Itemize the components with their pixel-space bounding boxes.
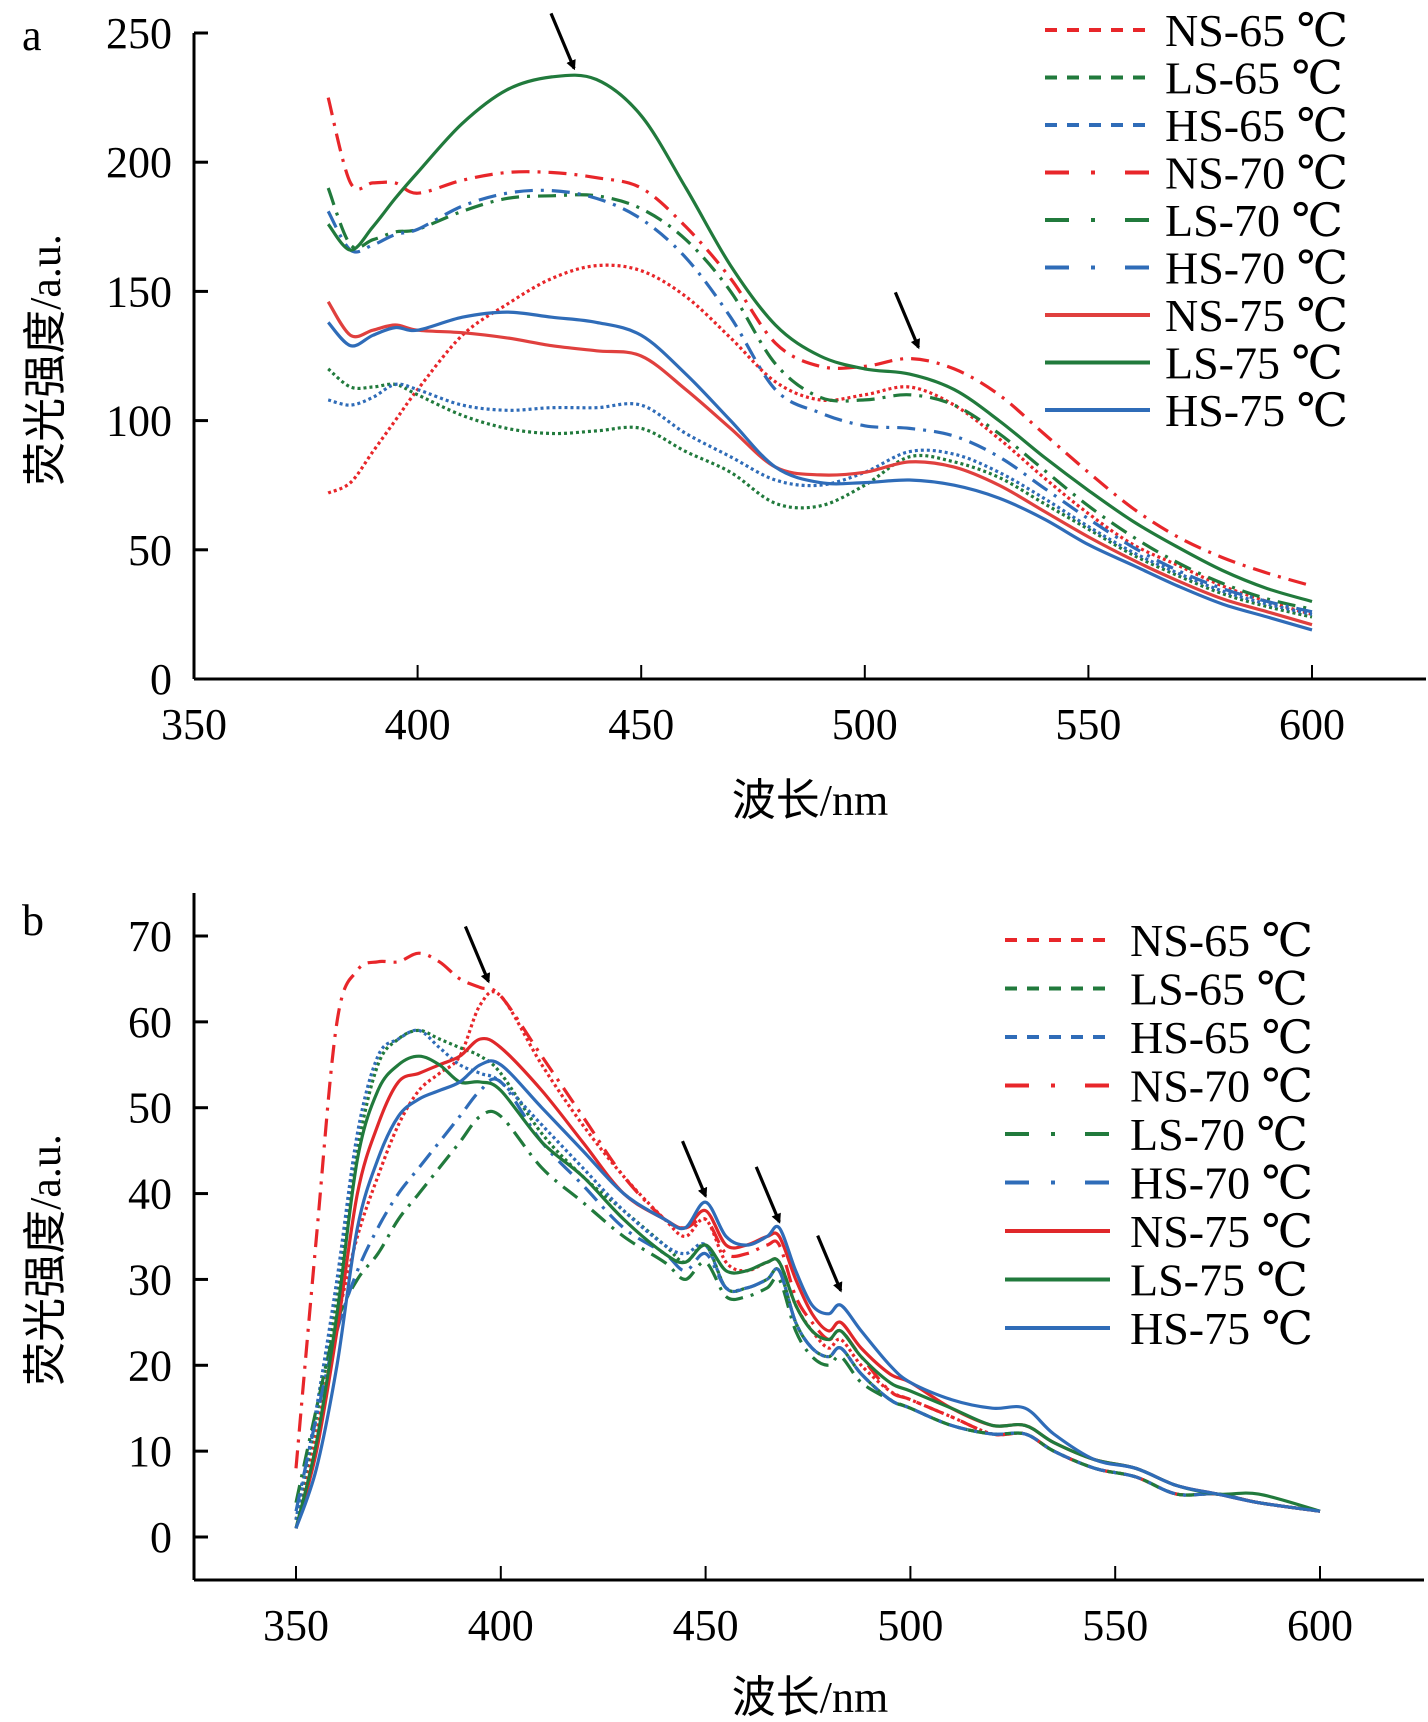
y-tick-label: 150 bbox=[106, 267, 172, 316]
legend-label: LS-70 ℃ bbox=[1165, 195, 1343, 246]
arrow-annotation bbox=[681, 1140, 708, 1199]
series-line-hs-70 bbox=[326, 188, 1313, 614]
legend-label: NS-70 ℃ bbox=[1165, 148, 1348, 199]
y-tick-label: 70 bbox=[128, 912, 172, 961]
legend-item: LS-65 ℃ bbox=[1045, 53, 1343, 104]
arrow-annotation bbox=[754, 1166, 781, 1224]
legend-item: NS-75 ℃ bbox=[1005, 1206, 1313, 1257]
legend-item: HS-75 ℃ bbox=[1005, 1303, 1313, 1354]
chart-b-xlabel: 波长/nm bbox=[732, 1673, 888, 1722]
legend-label: NS-65 ℃ bbox=[1165, 5, 1348, 56]
arrow-annotation bbox=[463, 925, 491, 984]
x-tick-label: 350 bbox=[263, 1601, 329, 1650]
chart-a-axes: 0 50 100 150 200 250 350 400 450 500 550 600 bbox=[106, 9, 1426, 749]
legend-label: HS-65 ℃ bbox=[1130, 1012, 1313, 1063]
legend-label: NS-75 ℃ bbox=[1130, 1206, 1313, 1257]
y-tick-label: 10 bbox=[128, 1427, 172, 1476]
legend-item: LS-70 ℃ bbox=[1045, 195, 1343, 246]
legend-label: NS-70 ℃ bbox=[1130, 1061, 1313, 1112]
x-tick-label: 600 bbox=[1279, 700, 1345, 749]
legend-label: LS-65 ℃ bbox=[1130, 964, 1308, 1015]
series-line-hs-75 bbox=[326, 310, 1313, 632]
legend-item: LS-75 ℃ bbox=[1005, 1255, 1308, 1306]
x-tick-label: 450 bbox=[673, 1601, 739, 1650]
legend-item: NS-65 ℃ bbox=[1005, 915, 1313, 966]
chart-a-lines bbox=[326, 73, 1313, 632]
legend-label: HS-75 ℃ bbox=[1165, 385, 1348, 436]
legend-label: LS-75 ℃ bbox=[1130, 1255, 1308, 1306]
arrow-annotation bbox=[549, 12, 576, 71]
chart-b-arrows bbox=[463, 925, 843, 1293]
legend-label: NS-75 ℃ bbox=[1165, 290, 1348, 341]
x-tick-label: 350 bbox=[161, 700, 227, 749]
chart-b-lines bbox=[294, 951, 1321, 1529]
panel-label-b: b bbox=[22, 896, 44, 945]
legend-item: LS-75 ℃ bbox=[1045, 338, 1343, 389]
x-tick-label: 550 bbox=[1082, 1601, 1148, 1650]
legend-label: HS-70 ℃ bbox=[1165, 243, 1348, 294]
y-tick-label: 50 bbox=[128, 1084, 172, 1133]
chart-b-axes: 0 10 20 30 40 50 60 70 350 400 450 500 550 600 bbox=[128, 893, 1424, 1650]
arrow-annotation bbox=[816, 1234, 843, 1293]
chart-b-legend: NS-65 ℃LS-65 ℃HS-65 ℃NS-70 ℃LS-70 ℃HS-70… bbox=[1005, 915, 1313, 1354]
series-line-ls-70 bbox=[294, 1109, 1321, 1513]
arrow-annotation bbox=[893, 291, 920, 350]
chart-a-xlabel: 波长/nm bbox=[732, 776, 888, 825]
legend-item: NS-70 ℃ bbox=[1005, 1061, 1313, 1112]
y-tick-label: 0 bbox=[150, 1513, 172, 1562]
y-tick-label: 20 bbox=[128, 1341, 172, 1390]
legend-item: NS-75 ℃ bbox=[1045, 290, 1348, 341]
series-line-ns-70 bbox=[294, 951, 1321, 1513]
x-tick-label: 600 bbox=[1287, 1601, 1353, 1650]
series-line-ls-75 bbox=[294, 1054, 1321, 1529]
legend-item: NS-70 ℃ bbox=[1045, 148, 1348, 199]
series-line-ns-65 bbox=[327, 263, 1313, 616]
series-line-ns-70 bbox=[326, 97, 1313, 588]
legend-item: LS-70 ℃ bbox=[1005, 1109, 1308, 1160]
legend-label: LS-65 ℃ bbox=[1165, 53, 1343, 104]
legend-item: HS-70 ℃ bbox=[1005, 1158, 1313, 1209]
panel-label-a: a bbox=[22, 11, 42, 60]
y-tick-label: 60 bbox=[128, 998, 172, 1047]
x-tick-label: 500 bbox=[832, 700, 898, 749]
chart-a-arrows bbox=[549, 12, 920, 350]
x-tick-label: 550 bbox=[1055, 700, 1121, 749]
x-tick-label: 400 bbox=[468, 1601, 534, 1650]
legend-item: HS-75 ℃ bbox=[1045, 385, 1348, 436]
legend-label: LS-70 ℃ bbox=[1130, 1109, 1308, 1160]
x-tick-label: 400 bbox=[385, 700, 451, 749]
series-line-ls-70 bbox=[326, 187, 1313, 611]
legend-item: HS-70 ℃ bbox=[1045, 243, 1348, 294]
legend-label: NS-65 ℃ bbox=[1130, 915, 1313, 966]
legend-label: LS-75 ℃ bbox=[1165, 338, 1343, 389]
legend-label: HS-65 ℃ bbox=[1165, 100, 1348, 151]
y-tick-label: 100 bbox=[106, 397, 172, 446]
chart-a: a 0 50 100 150 200 250 350 400 450 500 550 600 NS-6… bbox=[21, 5, 1426, 825]
legend-item: NS-65 ℃ bbox=[1045, 5, 1348, 56]
y-tick-label: 30 bbox=[128, 1255, 172, 1304]
legend-label: HS-70 ℃ bbox=[1130, 1158, 1313, 1209]
chart-a-ylabel: 荧光强度/a.u. bbox=[21, 234, 70, 486]
series-line-ls-75 bbox=[326, 73, 1313, 604]
legend-item: HS-65 ℃ bbox=[1045, 100, 1348, 151]
y-tick-label: 50 bbox=[128, 526, 172, 575]
y-tick-label: 0 bbox=[150, 655, 172, 704]
legend-item: LS-65 ℃ bbox=[1005, 964, 1308, 1015]
legend-label: HS-75 ℃ bbox=[1130, 1303, 1313, 1354]
chart-a-legend: NS-65 ℃LS-65 ℃HS-65 ℃NS-70 ℃LS-70 ℃HS-70… bbox=[1045, 5, 1348, 436]
legend-item: HS-65 ℃ bbox=[1005, 1012, 1313, 1063]
y-tick-label: 40 bbox=[128, 1170, 172, 1219]
x-tick-label: 500 bbox=[877, 1601, 943, 1650]
series-line-hs-70 bbox=[294, 1077, 1321, 1513]
y-tick-label: 200 bbox=[106, 138, 172, 187]
y-tick-label: 250 bbox=[106, 9, 172, 58]
chart-b: b 0 10 20 30 40 50 60 70 350 400 450 500 550 600 NS-6… bbox=[21, 893, 1424, 1722]
x-tick-label: 450 bbox=[608, 700, 674, 749]
series-line-hs-75 bbox=[294, 1059, 1321, 1529]
series-line-ls-65 bbox=[327, 367, 1313, 619]
chart-b-ylabel: 荧光强度/a.u. bbox=[21, 1134, 70, 1386]
